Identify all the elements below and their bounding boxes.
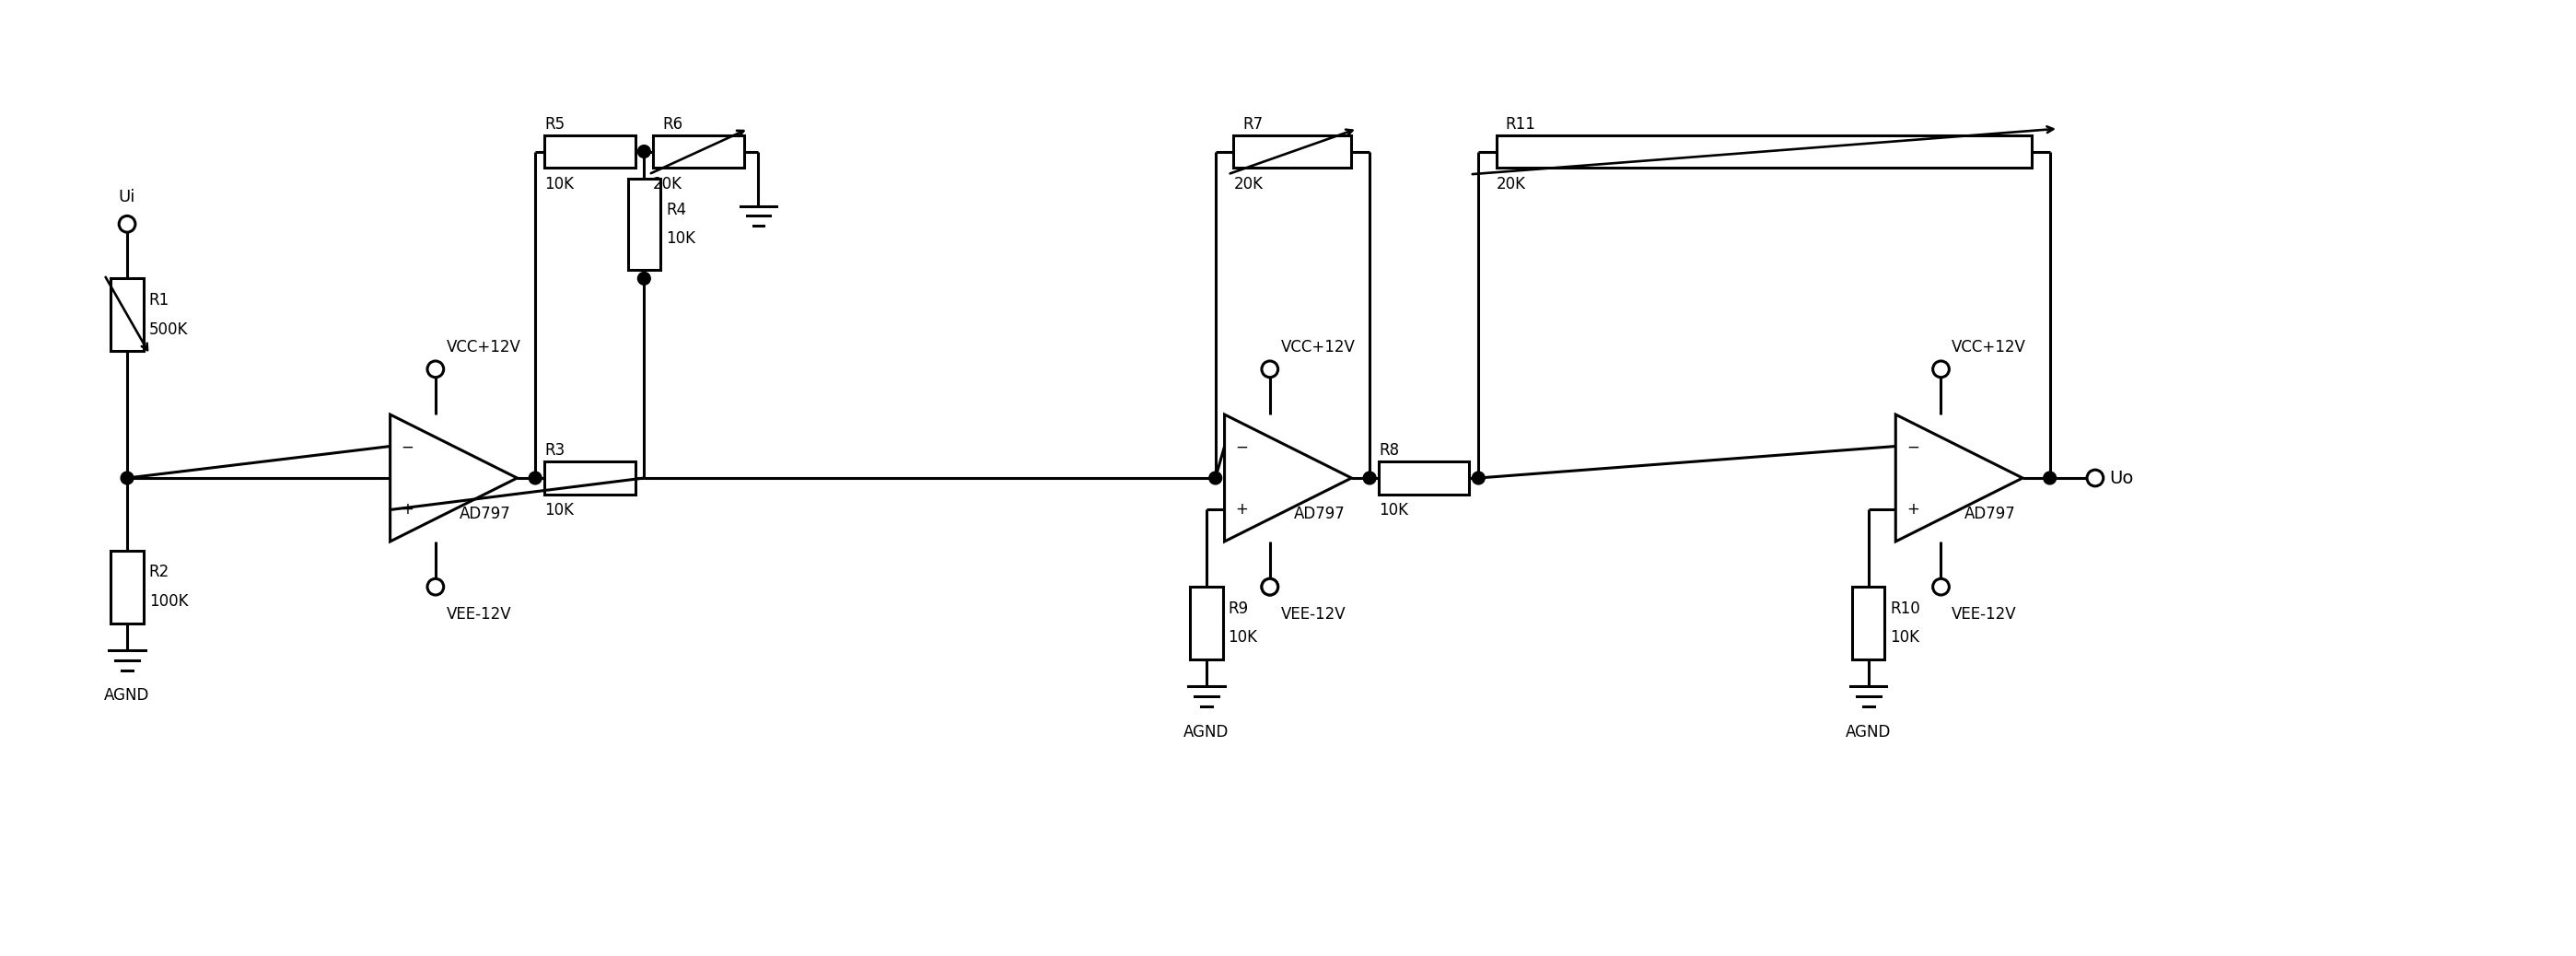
Text: AD797: AD797	[459, 506, 510, 523]
Text: R11: R11	[1504, 116, 1535, 133]
Text: 10K: 10K	[544, 502, 574, 519]
Text: $-$: $-$	[1236, 438, 1249, 454]
Circle shape	[428, 578, 443, 595]
Text: Uo: Uo	[2110, 469, 2133, 487]
Bar	[1497, 135, 2032, 168]
Text: AD797: AD797	[1293, 506, 1345, 523]
Circle shape	[428, 361, 443, 378]
Circle shape	[639, 145, 649, 158]
Circle shape	[1262, 361, 1278, 378]
Bar	[654, 135, 744, 168]
Text: VEE-12V: VEE-12V	[1280, 606, 1345, 622]
Text: AD797: AD797	[1965, 506, 2017, 523]
Text: Ui: Ui	[118, 188, 134, 206]
Text: R9: R9	[1229, 600, 1249, 617]
Circle shape	[2087, 469, 2105, 487]
Text: $+$: $+$	[1236, 502, 1249, 518]
Circle shape	[1363, 471, 1376, 485]
Text: 10K: 10K	[1378, 502, 1409, 519]
Bar	[544, 462, 636, 494]
Text: 10K: 10K	[1891, 629, 1919, 646]
Text: $-$: $-$	[402, 438, 415, 454]
Text: 10K: 10K	[1229, 629, 1257, 646]
Circle shape	[1262, 578, 1278, 595]
Bar	[1190, 587, 1224, 660]
Text: AGND: AGND	[1182, 724, 1229, 740]
Circle shape	[1932, 361, 1950, 378]
Text: VEE-12V: VEE-12V	[1953, 606, 2017, 622]
Bar	[629, 179, 659, 270]
Text: 500K: 500K	[149, 321, 188, 337]
Text: AGND: AGND	[106, 687, 149, 704]
Text: R1: R1	[149, 292, 170, 309]
Circle shape	[121, 471, 134, 485]
Text: R7: R7	[1242, 116, 1262, 133]
Bar	[111, 278, 144, 351]
Bar	[1234, 135, 1352, 168]
Text: AGND: AGND	[1844, 724, 1891, 740]
Circle shape	[1471, 471, 1484, 485]
Circle shape	[1262, 578, 1278, 595]
Bar	[1378, 462, 1468, 494]
Circle shape	[1208, 471, 1221, 485]
Circle shape	[1932, 578, 1950, 595]
Text: 20K: 20K	[1234, 176, 1262, 192]
Text: R4: R4	[665, 202, 685, 218]
Circle shape	[528, 471, 541, 485]
Circle shape	[639, 272, 649, 285]
Text: 20K: 20K	[1497, 176, 1525, 192]
Text: VCC+12V: VCC+12V	[446, 339, 520, 356]
Text: $+$: $+$	[402, 502, 415, 518]
Bar	[1852, 587, 1886, 660]
Text: 20K: 20K	[654, 176, 683, 192]
Bar	[544, 135, 636, 168]
Text: R3: R3	[544, 443, 564, 459]
Text: VCC+12V: VCC+12V	[1280, 339, 1355, 356]
Circle shape	[2043, 471, 2056, 485]
Text: 100K: 100K	[149, 593, 188, 610]
Text: $+$: $+$	[1906, 502, 1919, 518]
Text: R10: R10	[1891, 600, 1919, 617]
Text: 10K: 10K	[665, 230, 696, 247]
Text: 10K: 10K	[544, 176, 574, 192]
Text: R6: R6	[662, 116, 683, 133]
Circle shape	[118, 216, 137, 232]
Text: VCC+12V: VCC+12V	[1953, 339, 2027, 356]
Text: $-$: $-$	[1906, 438, 1919, 454]
Bar	[111, 551, 144, 623]
Text: R5: R5	[544, 116, 564, 133]
Text: R2: R2	[149, 564, 170, 580]
Text: VEE-12V: VEE-12V	[446, 606, 513, 622]
Text: R8: R8	[1378, 443, 1399, 459]
